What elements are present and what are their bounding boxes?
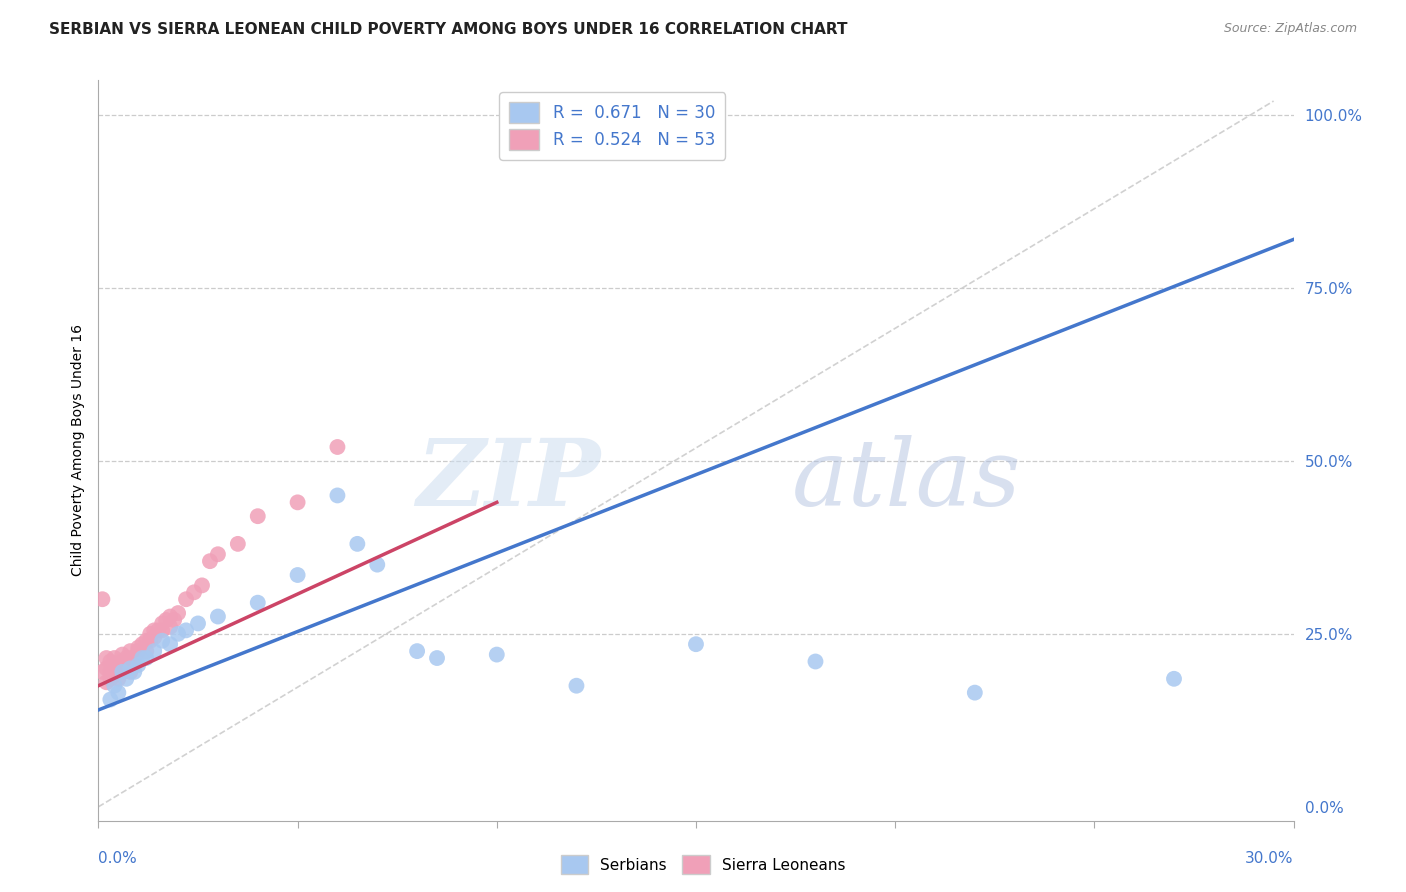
Point xyxy=(226,537,249,551)
Point xyxy=(127,644,149,658)
Point xyxy=(143,624,166,638)
Point xyxy=(131,644,153,658)
Point xyxy=(804,655,827,669)
Point xyxy=(98,655,122,669)
Point xyxy=(685,637,707,651)
Point xyxy=(98,692,122,706)
Point xyxy=(115,657,138,672)
Text: 30.0%: 30.0% xyxy=(1246,851,1294,866)
Point xyxy=(406,644,429,658)
Point xyxy=(150,616,173,631)
Legend: Serbians, Sierra Leoneans: Serbians, Sierra Leoneans xyxy=(554,849,852,880)
Point xyxy=(155,613,177,627)
Point xyxy=(91,665,114,679)
Point xyxy=(150,624,173,638)
Point xyxy=(143,644,166,658)
Point xyxy=(287,568,309,582)
Point xyxy=(426,651,449,665)
Point xyxy=(198,554,221,568)
Point xyxy=(207,547,229,561)
Point xyxy=(120,651,142,665)
Point xyxy=(115,661,138,675)
Text: atlas: atlas xyxy=(792,435,1021,525)
Point xyxy=(135,633,157,648)
Point xyxy=(139,627,162,641)
Point xyxy=(98,672,122,686)
Point xyxy=(246,596,269,610)
Point xyxy=(111,655,134,669)
Point xyxy=(963,685,986,699)
Text: 0.0%: 0.0% xyxy=(98,851,138,866)
Point xyxy=(366,558,388,572)
Point xyxy=(326,488,349,502)
Point xyxy=(183,585,205,599)
Point xyxy=(127,657,149,672)
Point xyxy=(159,620,181,634)
Point xyxy=(96,675,118,690)
Y-axis label: Child Poverty Among Boys Under 16: Child Poverty Among Boys Under 16 xyxy=(70,325,84,576)
Point xyxy=(107,665,129,679)
Point xyxy=(191,578,214,592)
Point xyxy=(167,606,190,620)
Point xyxy=(96,651,118,665)
Point xyxy=(287,495,309,509)
Point xyxy=(485,648,508,662)
Point xyxy=(326,440,349,454)
Point xyxy=(124,651,146,665)
Point xyxy=(111,665,134,679)
Point xyxy=(115,672,138,686)
Point xyxy=(120,661,142,675)
Point xyxy=(120,665,142,679)
Point xyxy=(111,648,134,662)
Point xyxy=(163,613,186,627)
Point xyxy=(135,644,157,658)
Point xyxy=(115,651,138,665)
Point xyxy=(187,616,209,631)
Point xyxy=(124,657,146,672)
Point xyxy=(159,609,181,624)
Point xyxy=(131,651,153,665)
Point xyxy=(148,624,170,638)
Text: Source: ZipAtlas.com: Source: ZipAtlas.com xyxy=(1223,22,1357,36)
Point xyxy=(143,630,166,644)
Point xyxy=(103,651,125,665)
Point xyxy=(159,637,181,651)
Point xyxy=(135,651,157,665)
Point xyxy=(246,509,269,524)
Point xyxy=(167,627,190,641)
Text: ZIP: ZIP xyxy=(416,435,600,525)
Point xyxy=(150,633,173,648)
Point xyxy=(131,637,153,651)
Point xyxy=(207,609,229,624)
Point xyxy=(111,665,134,679)
Point xyxy=(107,665,129,679)
Point xyxy=(139,633,162,648)
Point xyxy=(174,624,197,638)
Point xyxy=(103,668,125,682)
Point xyxy=(107,672,129,686)
Legend: R =  0.671   N = 30, R =  0.524   N = 53: R = 0.671 N = 30, R = 0.524 N = 53 xyxy=(499,92,725,160)
Point xyxy=(98,665,122,679)
Point xyxy=(174,592,197,607)
Point xyxy=(124,665,146,679)
Point xyxy=(565,679,588,693)
Point xyxy=(91,592,114,607)
Point xyxy=(103,661,125,675)
Point xyxy=(96,661,118,675)
Text: SERBIAN VS SIERRA LEONEAN CHILD POVERTY AMONG BOYS UNDER 16 CORRELATION CHART: SERBIAN VS SIERRA LEONEAN CHILD POVERTY … xyxy=(49,22,848,37)
Point xyxy=(127,640,149,655)
Point xyxy=(346,537,368,551)
Point xyxy=(107,657,129,672)
Point xyxy=(103,679,125,693)
Point xyxy=(120,644,142,658)
Point xyxy=(107,685,129,699)
Point xyxy=(1163,672,1185,686)
